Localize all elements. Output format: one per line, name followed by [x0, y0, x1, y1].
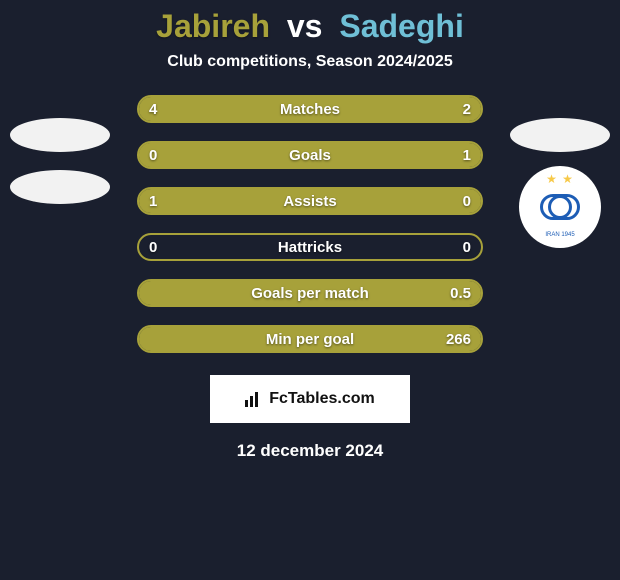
- player2-name: Sadeghi: [339, 8, 463, 44]
- stat-label: Goals per match: [139, 285, 481, 302]
- date-text: 12 december 2024: [0, 441, 620, 461]
- infographic-container: Jabireh vs Sadeghi Club competitions, Se…: [0, 0, 620, 580]
- player1-name: Jabireh: [156, 8, 270, 44]
- club-caption: IRAN 1945: [545, 232, 574, 238]
- stat-row: Goals0 1: [137, 141, 483, 169]
- stat-value-right: 0.5: [450, 285, 471, 302]
- left-avatar-group: [10, 118, 110, 248]
- stat-value-right: 2: [463, 101, 471, 118]
- club-inner-ring-icon: [540, 194, 580, 220]
- stat-label: Matches: [139, 101, 481, 118]
- stat-value-left: 4: [149, 101, 157, 118]
- stat-value-right: 0: [463, 239, 471, 256]
- club-stars-icon: ★ ★: [546, 172, 574, 186]
- stat-value-right: 0: [463, 193, 471, 210]
- player2-silhouette-icon: [510, 118, 610, 152]
- stat-value-right: 1: [463, 147, 471, 164]
- stat-label: Goals: [139, 147, 481, 164]
- stat-value-left: 0: [149, 147, 157, 164]
- stat-row: Hattricks0 0: [137, 233, 483, 261]
- stat-row: Goals per match0.5: [137, 279, 483, 307]
- stat-label: Assists: [139, 193, 481, 210]
- player1-silhouette-icon: [10, 118, 110, 152]
- stat-row: Min per goal266: [137, 325, 483, 353]
- stat-label: Hattricks: [139, 239, 481, 256]
- stat-label: Min per goal: [139, 331, 481, 348]
- right-avatar-group: ★ ★ IRAN 1945: [510, 118, 610, 248]
- fctables-logo-icon: [245, 391, 265, 407]
- club2-logo-icon: ★ ★ IRAN 1945: [519, 166, 601, 248]
- stat-row: Matches4 2: [137, 95, 483, 123]
- subtitle: Club competitions, Season 2024/2025: [0, 53, 620, 71]
- brand-box: FcTables.com: [210, 375, 410, 423]
- stat-value-right: 266: [446, 331, 471, 348]
- brand-text: FcTables.com: [269, 390, 375, 408]
- page-title: Jabireh vs Sadeghi: [0, 8, 620, 45]
- stat-row: Assists1 0: [137, 187, 483, 215]
- stats-list: Matches42Goals01Assists10Hattricks00Goal…: [137, 95, 483, 353]
- stat-value-left: 1: [149, 193, 157, 210]
- vs-text: vs: [287, 8, 323, 44]
- stat-value-left: 0: [149, 239, 157, 256]
- club1-placeholder-icon: [10, 170, 110, 204]
